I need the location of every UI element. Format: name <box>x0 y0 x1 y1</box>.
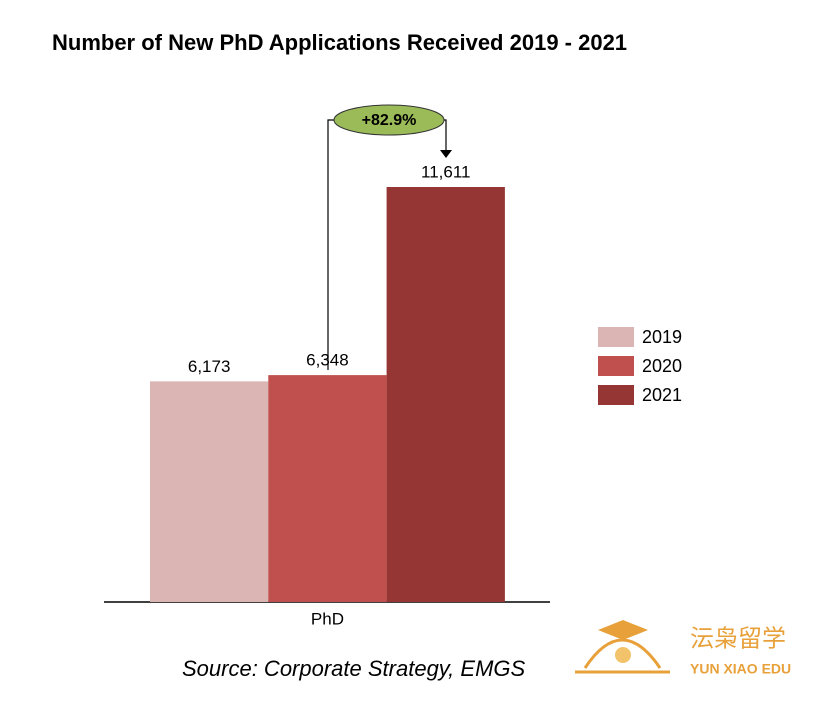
bar <box>386 187 505 602</box>
annotation-arrow <box>440 150 452 158</box>
watermark-name: 沄枭留学 <box>690 625 786 652</box>
annotation-text: +82.9% <box>362 112 417 129</box>
watermark-subtitle: YUN XIAO EDU <box>690 661 791 677</box>
bar <box>268 375 387 602</box>
bar <box>150 381 269 602</box>
value-label: 6,348 <box>306 351 349 370</box>
legend-swatch <box>598 385 634 405</box>
legend-label: 2019 <box>642 327 682 347</box>
value-label: 11,611 <box>421 162 470 181</box>
value-label: 6,173 <box>188 357 231 376</box>
source: Source: Corporate Strategy, EMGS <box>182 656 526 681</box>
legend-swatch <box>598 327 634 347</box>
x-tick-label: PhD <box>311 609 344 628</box>
legend-label: 2020 <box>642 356 682 376</box>
legend-swatch <box>598 356 634 376</box>
watermark-logo <box>575 620 670 674</box>
legend-label: 2021 <box>642 385 682 405</box>
annotation-oval <box>333 104 445 136</box>
chart-title: Number of New PhD Applications Received … <box>52 30 627 55</box>
